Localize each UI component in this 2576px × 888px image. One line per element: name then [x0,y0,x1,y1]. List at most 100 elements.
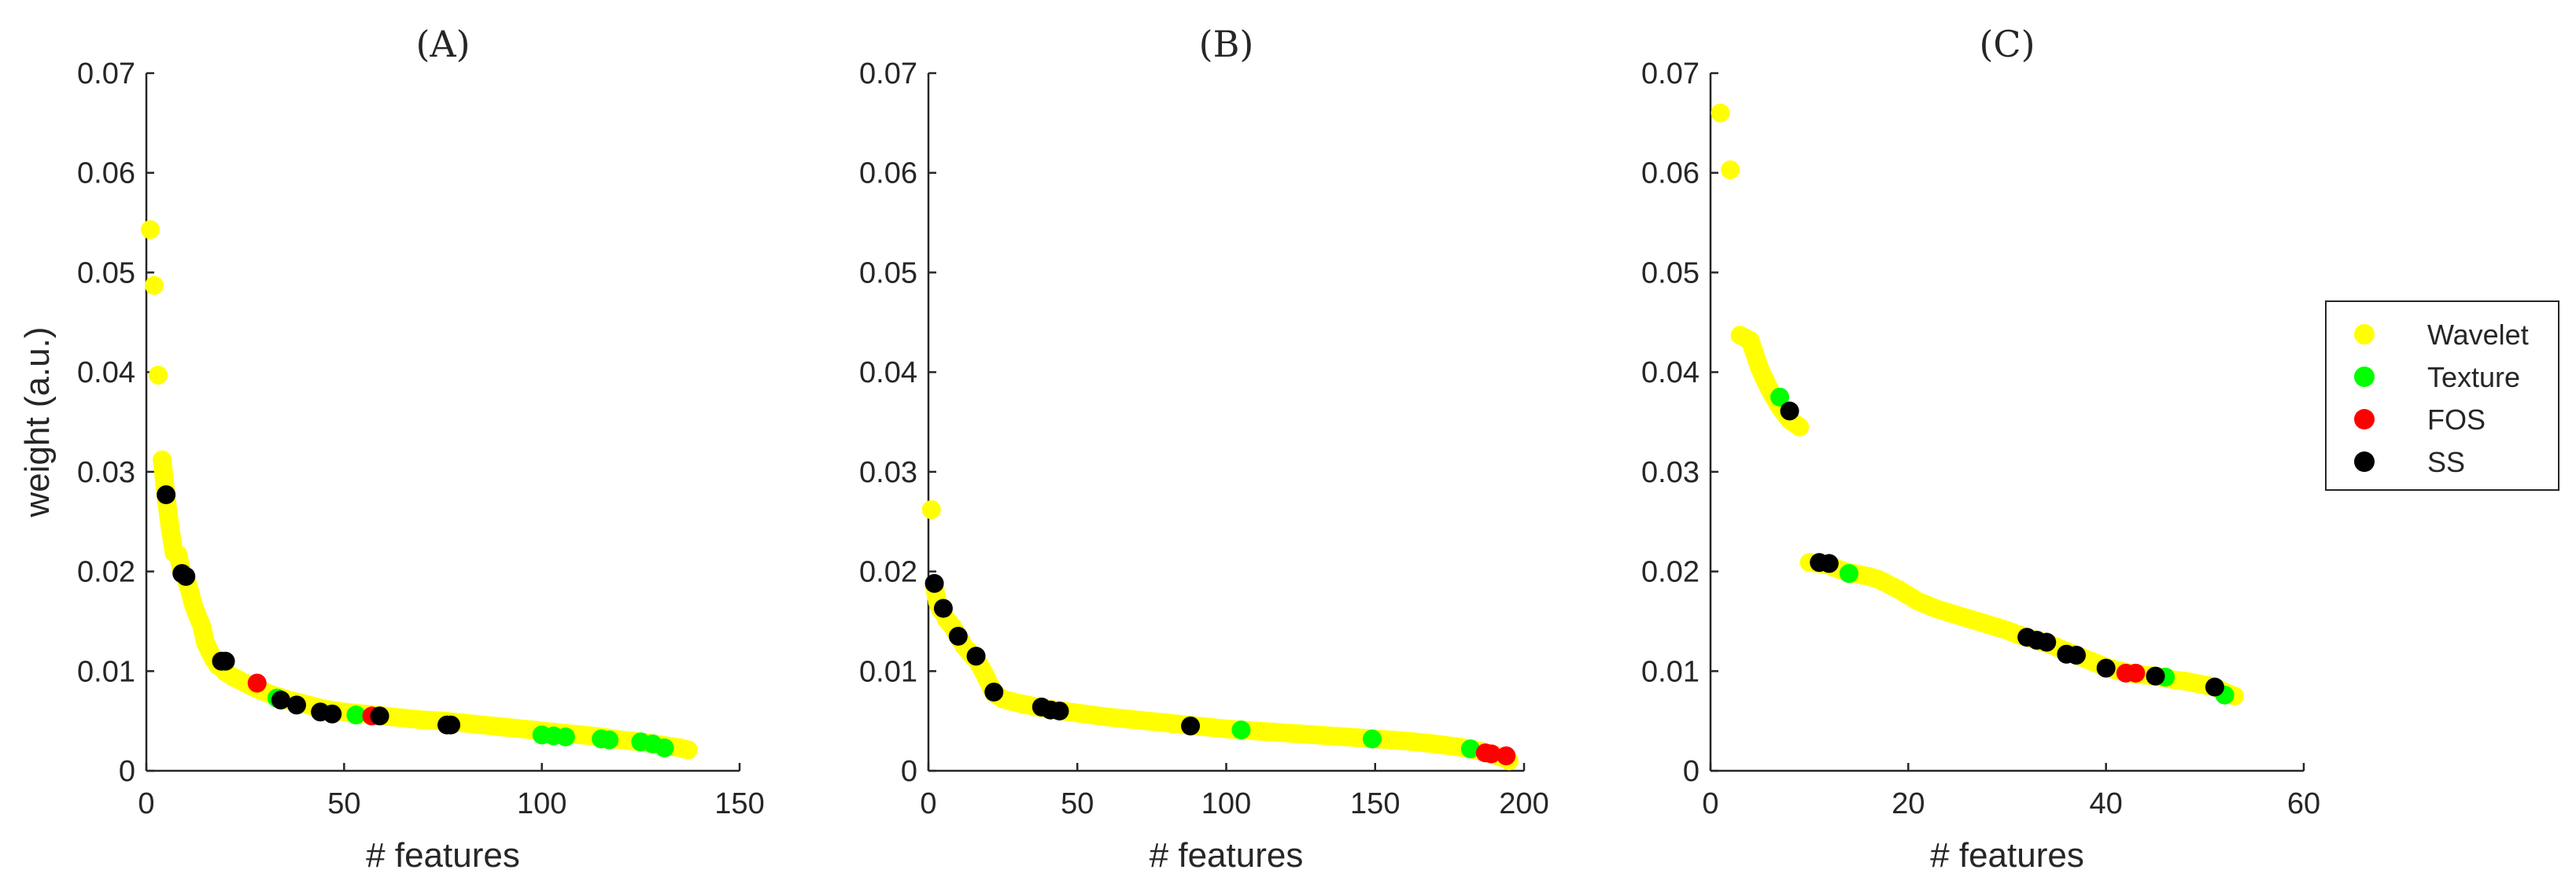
legend-marker-fos [2354,409,2375,429]
legend-label-wavelet: Wavelet [2427,319,2529,351]
wavelet-point [678,740,698,760]
series-ss [924,573,1201,735]
texture-point [655,738,674,757]
x-tick-label: 0 [1702,787,1718,820]
legend: Wavelet Texture FOS SS [2325,300,2559,491]
panel-title: (C) [1979,23,2035,65]
y-tick-label: 0 [1683,755,1699,788]
panel-c: 0 0.01 0.02 0.03 0.04 0.05 0.06 0.07 0 20 40 60 (C) #… [1641,23,2320,875]
y-tick-label: 0.04 [859,356,917,389]
ss-point [933,599,953,618]
x-tick-label: 0 [138,787,154,820]
y-tick-label: 0.05 [1641,256,1699,289]
ss-point [984,682,1004,702]
x-tick-label: 200 [1499,787,1548,820]
y-tick-label: 0.04 [77,356,135,389]
x-tick-label: 150 [714,787,764,820]
y-tick-label: 0.07 [1641,57,1699,90]
panel-b: 0 0.01 0.02 0.03 0.04 0.05 0.06 0.07 0 50 100 150 20… [859,23,1549,875]
ss-point [2066,646,2086,665]
y-tick-label: 0.03 [859,456,917,489]
series-ss [1780,401,2224,697]
x-tick-label: 0 [920,787,936,820]
texture-point [555,727,575,746]
panel-a: 0 0.01 0.02 0.03 0.04 0.05 0.06 0.07 0 50 100 150 (A… [18,23,765,875]
texture-point [1460,739,1480,759]
y-tick-label: 0.01 [1641,655,1699,688]
x-tick-label: 100 [517,787,566,820]
series-wavelet [141,219,698,760]
panel-title: (A) [415,23,470,65]
legend-label-texture: Texture [2427,361,2520,393]
panel-title: (B) [1199,23,1254,65]
y-tick-label: 0.01 [77,655,135,688]
legend-marker-texture [2354,367,2375,387]
ss-point [216,651,235,671]
y-tick-label: 0.05 [77,256,135,289]
wavelet-point [1711,103,1730,123]
fos-point [2126,663,2146,683]
ss-point [323,704,342,724]
legend-marker-ss [2354,451,2375,472]
texture-point [600,730,619,750]
wavelet-point [141,219,161,239]
y-tick-label: 0.02 [859,556,917,589]
x-tick-label: 50 [1061,787,1094,820]
y-tick-label: 0.06 [77,157,135,190]
series-ss [157,485,461,735]
ss-point [287,695,307,715]
ss-point [1780,401,1799,421]
y-tick-label: 0.03 [1641,456,1699,489]
wavelet-point [1790,417,1810,437]
texture-point [1770,387,1789,407]
series-texture [267,688,674,757]
legend-marker-wavelet [2354,324,2375,345]
x-axis-label: # features [1150,836,1304,875]
ss-point [157,485,176,505]
legend-label-fos: FOS [2427,403,2486,436]
legend-label-ss: SS [2427,446,2465,478]
y-tick-label: 0 [119,755,135,788]
y-tick-label: 0.07 [77,57,135,90]
texture-point [346,706,366,725]
series-fos [1475,743,1516,765]
fos-point [247,673,267,693]
series-texture [1231,720,1480,759]
x-axis-label: # features [366,836,520,875]
ss-point [948,626,968,646]
texture-point [1362,729,1382,749]
texture-point [1839,564,1858,584]
x-tick-label: 150 [1350,787,1400,820]
ss-point [2037,632,2057,652]
ss-point [966,647,986,666]
y-tick-label: 0.05 [859,256,917,289]
fos-point [1482,744,1501,764]
series-texture [1770,387,2235,705]
ss-point [1181,716,1201,735]
y-tick-label: 0.02 [77,556,135,589]
ss-point [2096,658,2116,678]
texture-point [1231,720,1251,740]
y-tick-label: 0.01 [859,655,917,688]
x-tick-label: 40 [2090,787,2123,820]
y-tick-label: 0 [901,755,917,788]
x-axis-label: # features [1930,836,2084,875]
wavelet-point [149,365,168,385]
y-tick-label: 0.06 [1641,157,1699,190]
y-axis-label: weight (a.u.) [18,326,57,518]
fos-point [1497,746,1516,765]
x-tick-label: 100 [1201,787,1251,820]
y-tick-label: 0.07 [859,57,917,90]
y-tick-label: 0.04 [1641,356,1699,389]
ss-point [924,573,944,593]
series-wavelet [921,500,1519,771]
x-tick-label: 20 [1891,787,1925,820]
ss-point [271,691,290,710]
ss-point [2146,666,2165,686]
x-tick-label: 60 [2287,787,2320,820]
ss-point [176,566,196,586]
wavelet-point [1721,160,1740,179]
wavelet-point [921,500,941,520]
y-tick-label: 0.03 [77,456,135,489]
